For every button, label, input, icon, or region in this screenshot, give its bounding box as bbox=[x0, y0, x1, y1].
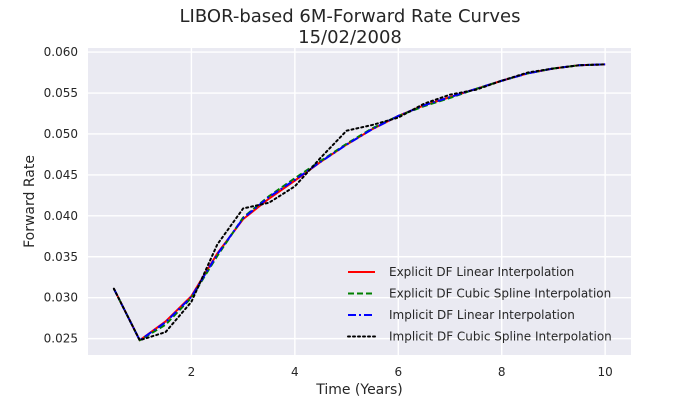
y-tick-label: 0.055 bbox=[44, 86, 78, 100]
x-tick-label: 8 bbox=[498, 365, 506, 379]
y-tick-label: 0.050 bbox=[44, 127, 78, 141]
plot-area bbox=[88, 48, 631, 355]
legend: Explicit DF Linear Interpolation Explici… bbox=[347, 265, 612, 344]
chart-subtitle: 15/02/2008 bbox=[298, 27, 402, 48]
series-layer bbox=[112, 63, 607, 342]
legend-label: Implicit DF Linear Interpolation bbox=[389, 308, 575, 322]
legend-item: Implicit DF Linear Interpolation bbox=[348, 308, 575, 322]
ticks-layer: 2 4 6 8 10 0.025 0.030 0.035 0.040 0.045 0.050 0.05… bbox=[44, 45, 613, 379]
y-axis-label: Forward Rate bbox=[22, 155, 38, 248]
y-tick-label: 0.035 bbox=[44, 250, 78, 264]
x-tick-label: 4 bbox=[291, 365, 299, 379]
x-axis-label: Time (Years) bbox=[315, 382, 403, 398]
legend-item: Explicit DF Linear Interpolation bbox=[348, 265, 574, 279]
x-tick-label: 2 bbox=[188, 365, 196, 379]
y-tick-label: 0.045 bbox=[44, 168, 78, 182]
legend-label: Explicit DF Cubic Spline Interpolation bbox=[389, 287, 611, 301]
x-tick-label: 6 bbox=[394, 365, 402, 379]
grid bbox=[88, 48, 631, 355]
y-tick-label: 0.040 bbox=[44, 209, 78, 223]
series-line-2 bbox=[112, 63, 606, 342]
chart-title: LIBOR-based 6M-Forward Rate Curves bbox=[180, 6, 521, 27]
legend-item: Explicit DF Cubic Spline Interpolation bbox=[348, 287, 611, 301]
x-tick-label: 10 bbox=[598, 365, 613, 379]
y-tick-label: 0.060 bbox=[44, 45, 78, 59]
legend-item: Implicit DF Cubic Spline Interpolation bbox=[347, 330, 612, 344]
legend-label: Implicit DF Cubic Spline Interpolation bbox=[389, 330, 612, 344]
legend-label: Explicit DF Linear Interpolation bbox=[389, 265, 574, 279]
series-line-3 bbox=[112, 63, 607, 342]
y-tick-label: 0.025 bbox=[44, 332, 78, 346]
y-tick-label: 0.030 bbox=[44, 291, 78, 305]
series-line-1 bbox=[112, 63, 606, 342]
